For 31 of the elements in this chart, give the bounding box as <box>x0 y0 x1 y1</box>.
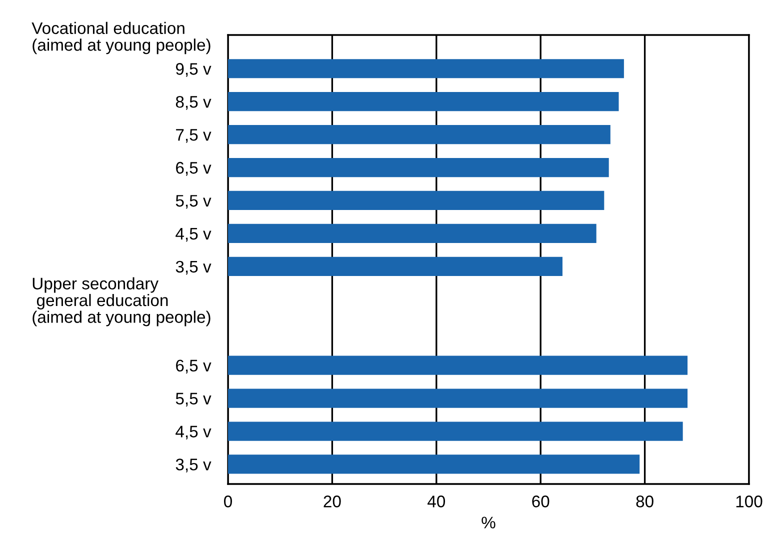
bar <box>228 125 610 144</box>
x-tick-label: 60 <box>532 496 550 508</box>
x-tick-label: 0 <box>224 496 232 508</box>
y-tick-label: 7,5 v <box>176 129 212 143</box>
bar <box>228 454 640 474</box>
x-axis-title: % <box>482 516 496 528</box>
x-tick-label: 40 <box>428 496 446 508</box>
x-tick-label: 20 <box>324 496 341 508</box>
bar <box>228 388 688 408</box>
bar <box>228 356 688 375</box>
bar <box>228 190 604 210</box>
bar <box>228 59 624 78</box>
bar <box>228 224 596 244</box>
y-tick-label: 5,5 v <box>176 392 212 406</box>
y-tick-label: 3,5 v <box>176 260 212 275</box>
y-tick-label: Vocational education (aimed at young people) <box>32 22 210 54</box>
y-tick-label: 5,5 v <box>176 195 212 209</box>
y-tick-label: 4,5 v <box>176 426 212 440</box>
y-tick-label: Upper secondary general education (aimed at young people) <box>32 277 210 326</box>
y-tick-label: 3,5 v <box>176 458 212 472</box>
y-tick-label: 8,5 v <box>176 96 212 110</box>
y-tick-label: 9,5 v <box>176 63 212 77</box>
y-tick-label: 4,5 v <box>176 228 212 242</box>
x-tick-label: 100 <box>736 496 762 508</box>
bar <box>228 92 619 112</box>
x-tick-label: 80 <box>636 496 654 508</box>
bar <box>228 422 683 441</box>
y-tick-label: 6,5 v <box>176 162 212 176</box>
bar <box>228 256 562 276</box>
y-tick-label: 6,5 v <box>176 360 212 374</box>
bar <box>228 158 609 178</box>
